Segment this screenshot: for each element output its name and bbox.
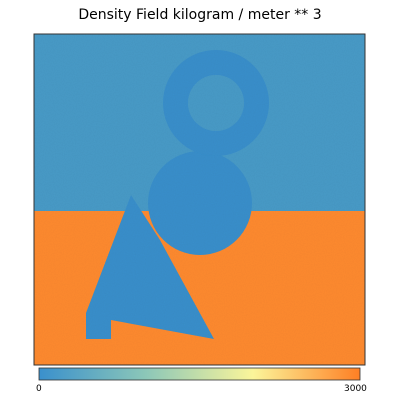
colorbar: [38, 367, 361, 381]
colorbar-tick-min: 0: [36, 384, 42, 394]
triangle-inclusion: [86, 195, 214, 339]
plot-frame: [33, 33, 366, 366]
colorbar-tick-max: 3000: [344, 384, 367, 394]
chart-title: Density Field kilogram / meter ** 3: [78, 7, 322, 23]
circle-inclusion: [148, 151, 252, 255]
ring-hole: [188, 75, 244, 131]
